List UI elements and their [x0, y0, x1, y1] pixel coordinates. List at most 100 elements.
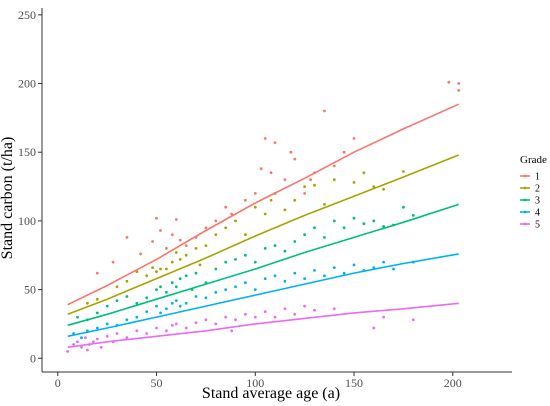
grade-2-point [234, 219, 237, 223]
grade-4-point [159, 311, 162, 315]
grade-2-point [382, 187, 385, 191]
grade-2-point [165, 267, 168, 271]
grade-5-point [135, 329, 139, 333]
grade-2-point [95, 297, 99, 301]
grade-5-point [263, 310, 267, 313]
y-tick-label: 50 [24, 283, 36, 297]
grade-1-point [253, 192, 257, 195]
grade-4-point [95, 326, 99, 330]
legend-key-point-1 [523, 174, 527, 178]
legend-title: Grade [520, 154, 547, 166]
grade-1-point [283, 178, 287, 182]
grade-3-point [273, 244, 277, 248]
grade-2-point [194, 247, 198, 250]
grade-1-point [447, 80, 451, 84]
grade-4-point [170, 301, 174, 305]
grade-5-point [86, 348, 89, 352]
grade-4-point [313, 269, 316, 272]
grade-1-point [214, 219, 218, 223]
grade-5-point [313, 308, 316, 312]
grade-4-point [372, 266, 376, 269]
grade-4-point [273, 274, 277, 278]
grade-3-point [293, 240, 297, 243]
grade-4-point [392, 267, 395, 271]
grade-5-point [372, 326, 376, 330]
grade-2-point [244, 233, 247, 237]
grade-1-point [244, 198, 247, 202]
grade-3-point [174, 285, 178, 289]
grade-2-point [402, 170, 405, 173]
grade-4-point [352, 263, 356, 267]
grade-3-point [382, 225, 385, 228]
grade-5-fit-line [67, 302, 459, 349]
grade-3-point [115, 299, 119, 302]
grade-5-point [76, 340, 79, 344]
grade-5-point [224, 315, 228, 319]
grade-3-point [303, 233, 306, 237]
grade-5-point [214, 322, 218, 326]
grade-2-point [115, 285, 119, 289]
grade-4-point [244, 281, 247, 285]
grade-4-point [155, 304, 158, 308]
grade-2-point [269, 198, 273, 202]
grade-3-fit-line [67, 203, 459, 327]
legend-label-4: 4 [535, 208, 540, 219]
grade-1-point [332, 164, 336, 168]
points-layer [66, 80, 461, 353]
grade-3-point [342, 226, 346, 230]
legend-key-point-4 [523, 210, 527, 214]
grade-1-point [224, 205, 228, 209]
grade-1-point [159, 229, 162, 232]
grade-5-point [165, 329, 168, 333]
grade-2-point [86, 301, 89, 305]
legend-key-point-5 [523, 222, 527, 226]
grade-1-point [204, 226, 208, 230]
y-tick-label: 200 [18, 77, 36, 91]
grade-1-point [230, 212, 234, 216]
grade-4-point [184, 301, 188, 305]
grade-3-point [411, 214, 415, 217]
fit-lines-layer [67, 103, 460, 349]
grade-3-point [125, 295, 129, 298]
grade-3-point [76, 315, 79, 319]
grade-5-point [230, 329, 234, 333]
grade-1-point [323, 109, 326, 113]
grade-3-point [194, 271, 198, 275]
grade-3-point [352, 216, 356, 220]
grade-2-point [178, 258, 182, 261]
grade-2-point [332, 178, 336, 182]
grade-1-point [139, 252, 143, 256]
grade-5-point [283, 307, 287, 311]
grade-5-point [145, 332, 149, 335]
grade-3-point [145, 296, 149, 300]
grade-2-point [170, 260, 174, 264]
grade-2-point [372, 185, 376, 189]
grade-1-point [174, 218, 178, 221]
grade-1-point [111, 260, 115, 264]
grade-1-point [342, 150, 346, 154]
grade-1-point [273, 141, 277, 145]
grade-1-point [259, 167, 263, 171]
legend-label-1: 1 [535, 172, 540, 183]
x-tick-label: 200 [444, 376, 462, 390]
grade-5-point [303, 304, 306, 308]
grade-3-point [224, 260, 228, 264]
grade-5-point [332, 307, 336, 311]
grade-4-point [303, 277, 306, 280]
grade-4-point [105, 322, 109, 326]
x-tick-label: 50 [151, 376, 163, 390]
grade-2-point [145, 274, 149, 278]
grade-5-point [170, 323, 174, 327]
grade-1-point [95, 271, 99, 275]
x-tick-label: 100 [246, 376, 264, 390]
axes [41, 8, 512, 373]
grade-4-point [342, 271, 346, 275]
grade-5-point [66, 350, 70, 353]
legend-label-5: 5 [535, 220, 540, 231]
grade-2-point [155, 270, 158, 274]
grade-5-point [84, 336, 87, 340]
grade-3-point [159, 285, 162, 289]
grade-4-point [178, 304, 182, 308]
